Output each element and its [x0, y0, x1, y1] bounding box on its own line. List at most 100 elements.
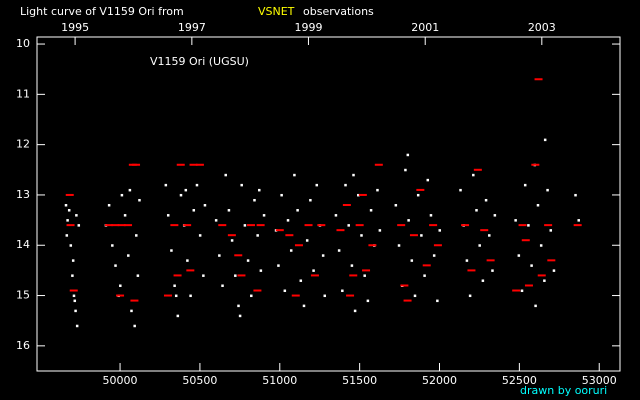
data-point: [577, 219, 580, 222]
data-point: [183, 224, 192, 227]
data-point: [397, 244, 401, 247]
data-point: [104, 224, 113, 227]
data-point: [334, 214, 338, 217]
data-point: [238, 314, 242, 318]
data-point: [404, 168, 407, 172]
data-point: [416, 188, 425, 191]
data-point: [221, 284, 224, 287]
data-point: [518, 224, 527, 227]
data-point: [243, 224, 247, 227]
data-point: [355, 224, 364, 227]
data-point: [119, 284, 122, 287]
data-point: [186, 259, 189, 262]
data-point: [350, 264, 354, 267]
data-point: [410, 259, 414, 262]
data-point: [299, 279, 303, 282]
data-point: [107, 204, 111, 207]
data-point: [75, 214, 78, 217]
data-point: [353, 309, 357, 313]
data-point: [549, 229, 553, 232]
data-point: [357, 193, 360, 197]
data-point: [291, 294, 300, 297]
x2-tick-label: 1995: [61, 21, 89, 34]
data-point: [346, 294, 355, 297]
data-point: [304, 224, 313, 227]
data-point: [438, 229, 442, 232]
data-point: [127, 254, 130, 257]
data-point: [363, 274, 366, 277]
data-point: [170, 224, 179, 227]
data-point: [77, 224, 81, 227]
data-point: [258, 188, 261, 192]
data-point: [114, 264, 117, 267]
data-point: [302, 304, 306, 308]
x-tick-label: 53000: [582, 374, 617, 387]
data-point: [66, 224, 75, 227]
data-point: [277, 264, 280, 267]
data-point: [481, 279, 485, 282]
data-point: [531, 163, 540, 166]
data-point: [475, 209, 478, 212]
data-point: [534, 304, 537, 308]
chart-title-end: observations: [303, 5, 374, 18]
data-point: [488, 234, 491, 237]
data-point: [176, 314, 180, 318]
data-point: [321, 254, 325, 257]
data-point: [280, 193, 283, 197]
data-point: [312, 269, 315, 272]
data-point: [432, 254, 436, 257]
data-point: [246, 259, 250, 262]
data-point: [184, 188, 188, 192]
data-point: [368, 244, 377, 247]
data-point: [253, 289, 262, 292]
data-point: [124, 224, 133, 227]
data-point: [237, 304, 240, 308]
data-point: [174, 294, 178, 298]
data-point: [305, 239, 309, 242]
chart-title: Light curve of V1159 Ori from: [20, 5, 184, 18]
data-point: [227, 234, 236, 237]
data-point: [521, 239, 530, 242]
data-point: [224, 173, 227, 177]
data-point: [413, 294, 417, 298]
data-point: [369, 209, 373, 212]
data-point: [135, 234, 138, 237]
data-point: [71, 274, 74, 277]
data-point: [344, 183, 347, 187]
x-tick-label: 51500: [342, 374, 377, 387]
data-point: [366, 299, 370, 303]
data-point: [468, 294, 472, 298]
data-point: [195, 163, 204, 166]
data-point: [543, 138, 547, 142]
data-point: [465, 259, 469, 262]
data-point: [218, 224, 227, 227]
data-point: [192, 209, 196, 212]
data-point: [573, 224, 582, 227]
data-point: [517, 254, 521, 257]
data-point: [358, 193, 367, 196]
data-point: [472, 173, 475, 177]
data-point: [176, 163, 185, 166]
data-point: [537, 274, 546, 277]
data-point: [309, 198, 312, 202]
data-point: [117, 224, 126, 227]
data-point: [406, 153, 410, 157]
data-point: [512, 289, 521, 292]
data-point: [120, 193, 124, 197]
data-point: [67, 209, 71, 212]
x2-tick-label: 1999: [294, 21, 322, 34]
data-point: [74, 309, 77, 313]
data-point: [164, 183, 168, 187]
data-point: [422, 264, 431, 267]
data-point: [400, 284, 409, 287]
data-point: [376, 188, 379, 192]
data-point: [130, 309, 133, 313]
chart-title-highlight: VSNET: [258, 5, 295, 18]
data-point: [230, 239, 234, 242]
data-point: [234, 274, 237, 277]
x-tick-label: 52000: [422, 374, 457, 387]
data-point: [394, 204, 398, 207]
x-tick-label: 52500: [502, 374, 537, 387]
data-point: [478, 244, 481, 247]
